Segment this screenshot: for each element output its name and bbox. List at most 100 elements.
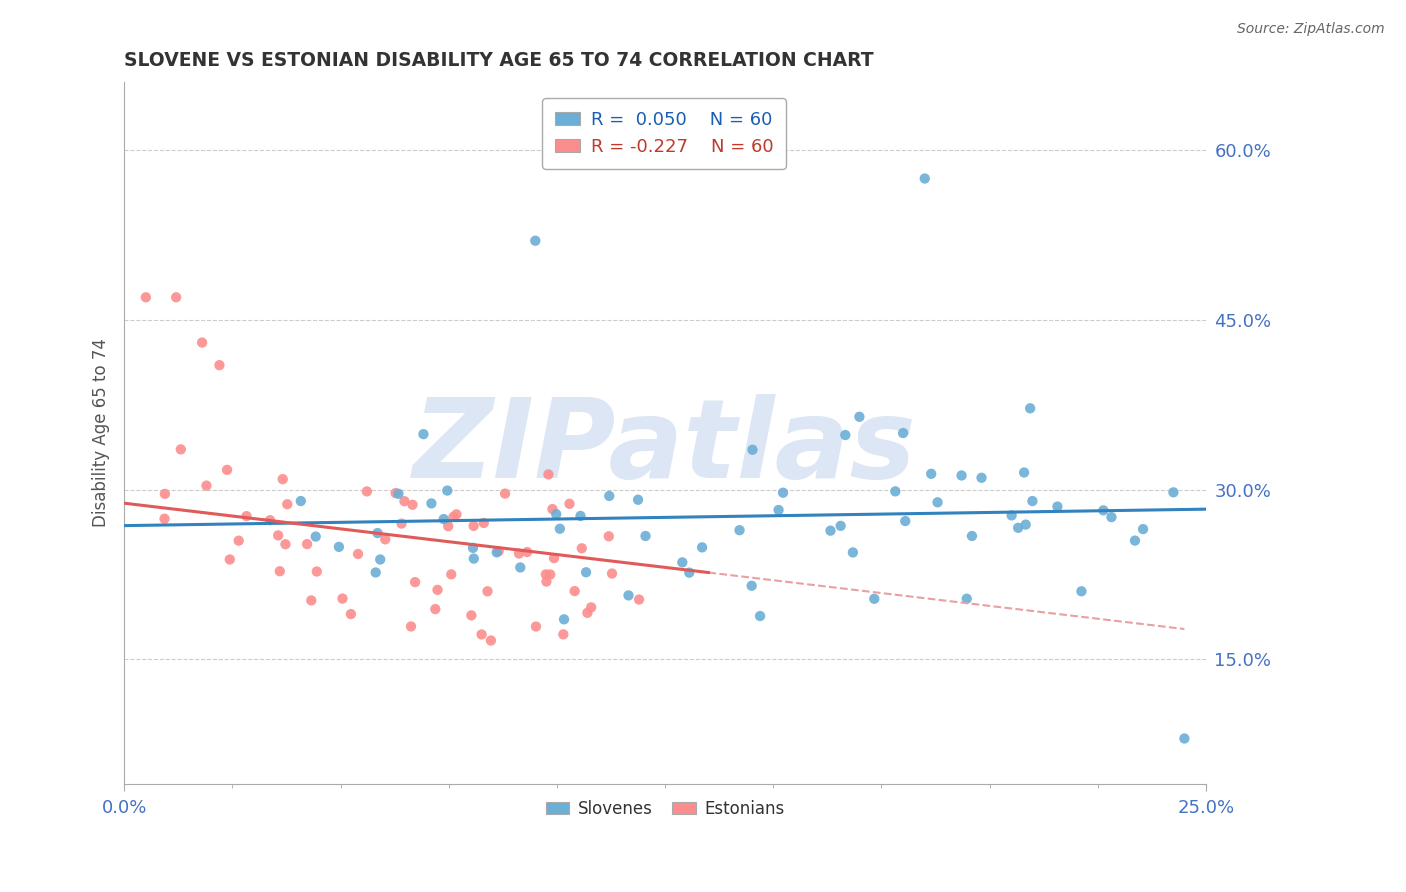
- Point: [276, 497, 298, 511]
- Point: [741, 442, 763, 457]
- Point: [553, 627, 575, 641]
- Point: [1000, 508, 1022, 523]
- Point: [471, 627, 494, 641]
- Point: [412, 427, 434, 442]
- Point: [488, 544, 510, 558]
- Point: [891, 425, 914, 440]
- Point: [228, 533, 250, 548]
- Point: [340, 607, 363, 621]
- Point: [600, 566, 623, 581]
- Point: [208, 358, 231, 372]
- Point: [749, 609, 772, 624]
- Point: [569, 508, 592, 523]
- Point: [479, 633, 502, 648]
- Point: [628, 592, 651, 607]
- Point: [472, 516, 495, 530]
- Point: [970, 471, 993, 485]
- Point: [960, 529, 983, 543]
- Point: [215, 463, 238, 477]
- Point: [420, 496, 443, 510]
- Legend: Slovenes, Estonians: Slovenes, Estonians: [540, 793, 792, 824]
- Point: [259, 513, 281, 527]
- Point: [332, 591, 354, 606]
- Point: [441, 509, 464, 524]
- Point: [1101, 510, 1123, 524]
- Point: [218, 552, 240, 566]
- Point: [446, 508, 468, 522]
- Point: [678, 566, 700, 580]
- Point: [367, 526, 389, 541]
- Point: [956, 591, 979, 606]
- Point: [135, 290, 157, 304]
- Point: [741, 579, 763, 593]
- Point: [564, 584, 586, 599]
- Point: [634, 529, 657, 543]
- Point: [914, 171, 936, 186]
- Point: [524, 619, 547, 633]
- Point: [374, 533, 396, 547]
- Point: [830, 519, 852, 533]
- Point: [165, 290, 187, 304]
- Point: [1070, 584, 1092, 599]
- Point: [772, 485, 794, 500]
- Point: [170, 442, 193, 457]
- Point: [328, 540, 350, 554]
- Point: [536, 574, 558, 589]
- Point: [391, 516, 413, 531]
- Point: [546, 507, 568, 521]
- Point: [534, 567, 557, 582]
- Point: [598, 489, 620, 503]
- Point: [1007, 521, 1029, 535]
- Point: [295, 537, 318, 551]
- Point: [437, 519, 460, 533]
- Point: [848, 409, 870, 424]
- Point: [368, 552, 391, 566]
- Point: [1012, 466, 1035, 480]
- Point: [347, 547, 370, 561]
- Point: [305, 530, 328, 544]
- Point: [235, 509, 257, 524]
- Point: [404, 575, 426, 590]
- Point: [537, 467, 560, 482]
- Point: [927, 495, 949, 509]
- Point: [356, 484, 378, 499]
- Point: [460, 608, 482, 623]
- Point: [401, 498, 423, 512]
- Point: [820, 524, 842, 538]
- Point: [728, 523, 751, 537]
- Text: ZIPatlas: ZIPatlas: [413, 393, 917, 500]
- Point: [950, 468, 973, 483]
- Point: [920, 467, 942, 481]
- Point: [426, 582, 449, 597]
- Point: [553, 612, 575, 626]
- Text: SLOVENE VS ESTONIAN DISABILITY AGE 65 TO 74 CORRELATION CHART: SLOVENE VS ESTONIAN DISABILITY AGE 65 TO…: [124, 51, 875, 70]
- Point: [463, 519, 485, 533]
- Point: [558, 497, 581, 511]
- Point: [387, 487, 409, 501]
- Point: [267, 528, 290, 542]
- Point: [894, 514, 917, 528]
- Point: [768, 503, 790, 517]
- Point: [543, 551, 565, 566]
- Point: [494, 486, 516, 500]
- Point: [274, 537, 297, 551]
- Point: [191, 335, 214, 350]
- Point: [516, 545, 538, 559]
- Point: [477, 584, 499, 599]
- Text: Source: ZipAtlas.com: Source: ZipAtlas.com: [1237, 22, 1385, 37]
- Point: [1173, 731, 1195, 746]
- Point: [269, 564, 291, 578]
- Point: [524, 234, 547, 248]
- Point: [627, 492, 650, 507]
- Point: [834, 428, 856, 442]
- Point: [671, 555, 693, 569]
- Point: [1132, 522, 1154, 536]
- Point: [863, 591, 886, 606]
- Point: [617, 589, 640, 603]
- Point: [508, 547, 530, 561]
- Point: [436, 483, 458, 498]
- Point: [1021, 494, 1043, 508]
- Point: [548, 522, 571, 536]
- Point: [1046, 500, 1069, 514]
- Point: [299, 593, 322, 607]
